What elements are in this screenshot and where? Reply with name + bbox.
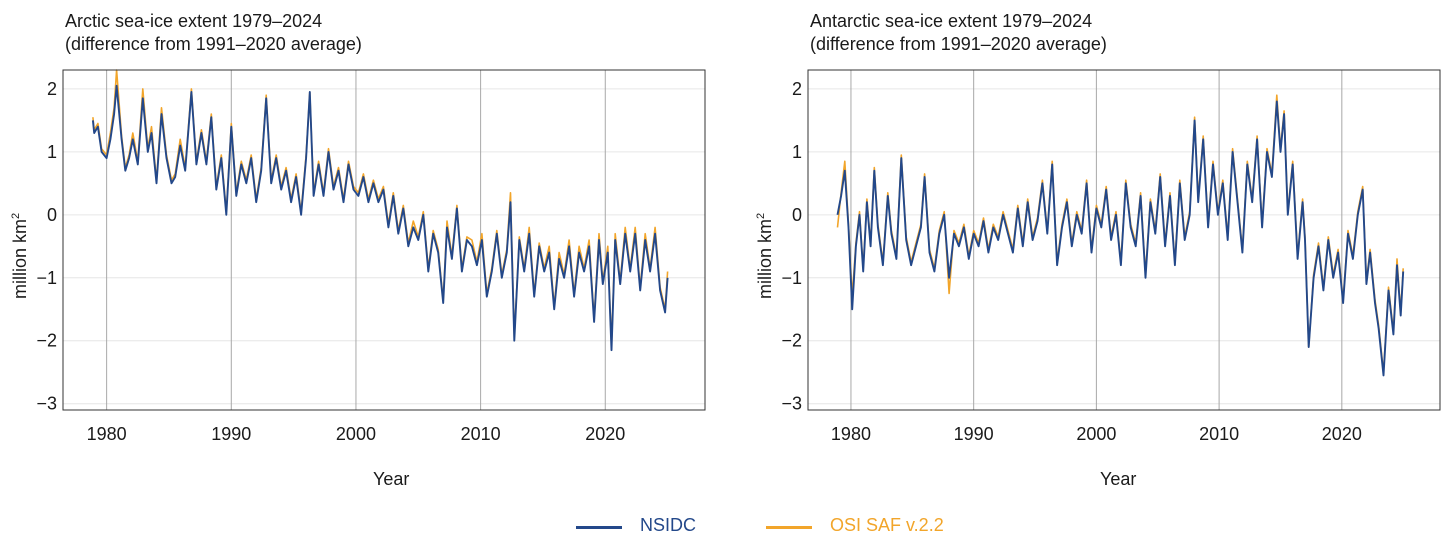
- y-axis-label-sup: 2: [10, 212, 22, 219]
- x-tick-label: 2000: [1076, 424, 1116, 444]
- legend-swatch-nsidc: [576, 526, 622, 529]
- chart-title-line1: Arctic sea-ice extent 1979–2024: [65, 11, 323, 31]
- x-tick-label: 2020: [1322, 424, 1362, 444]
- series-line-nsidc: [836, 100, 1405, 377]
- y-tick-label: −2: [781, 331, 802, 351]
- plot-frame: [807, 69, 1441, 411]
- x-tick-label: 1990: [954, 424, 994, 444]
- legend-label-osisaf: OSI SAF v.2.2: [830, 515, 944, 535]
- y-axis-label-text: million km: [10, 218, 30, 299]
- chart-title-line2: (difference from 1991–2020 average): [65, 34, 362, 54]
- chart-title-line1: Antarctic sea-ice extent 1979–2024: [810, 11, 1093, 31]
- legend-label-nsidc: NSIDC: [640, 515, 697, 535]
- y-tick-label: 1: [47, 142, 57, 162]
- chart-title-line2: (difference from 1991–2020 average): [810, 34, 1107, 54]
- x-tick-label: 2020: [585, 424, 625, 444]
- chart-title: Arctic sea-ice extent 1979–2024 (differe…: [65, 10, 362, 56]
- legend: NSIDC OSI SAF v.2.2: [0, 515, 1443, 535]
- y-axis-label: million km2: [755, 213, 776, 299]
- y-axis-label-text: million km: [755, 218, 775, 299]
- x-tick-label: 1980: [87, 424, 127, 444]
- y-axis-label: million km2: [10, 213, 31, 299]
- arctic-chart-panel: Arctic sea-ice extent 1979–2024 (differe…: [0, 0, 720, 500]
- y-axis-label-sup: 2: [755, 212, 767, 219]
- y-tick-label: −2: [36, 331, 57, 351]
- y-tick-label: 0: [47, 205, 57, 225]
- y-tick-label: 2: [47, 79, 57, 99]
- chart-title: Antarctic sea-ice extent 1979–2024 (diff…: [810, 10, 1107, 56]
- series-line-osisaf: [836, 94, 1404, 374]
- y-tick-label: 1: [792, 142, 802, 162]
- antarctic-chart-panel: Antarctic sea-ice extent 1979–2024 (diff…: [722, 0, 1442, 500]
- x-tick-label: 1980: [831, 424, 871, 444]
- plot-frame: [62, 69, 706, 411]
- y-tick-label: 2: [792, 79, 802, 99]
- y-tick-label: −3: [36, 394, 57, 414]
- x-axis-label: Year: [373, 469, 410, 489]
- legend-swatch-osisaf: [766, 526, 812, 529]
- antarctic-plot: 2 1 0 −1 −2 −3 1980 1990 2000 2010 2020: [781, 69, 1441, 444]
- legend-item-nsidc: NSIDC: [576, 515, 696, 535]
- y-tick-label: −1: [36, 268, 57, 288]
- x-tick-label: 1990: [211, 424, 251, 444]
- x-tick-label: 2000: [336, 424, 376, 444]
- legend-item-osisaf: OSI SAF v.2.2: [766, 515, 944, 535]
- x-axis-label: Year: [1100, 469, 1137, 489]
- series-line-osisaf: [92, 69, 669, 348]
- y-tick-label: −1: [781, 268, 802, 288]
- y-tick-label: 0: [792, 205, 802, 225]
- x-tick-label: 2010: [461, 424, 501, 444]
- series-line-nsidc: [91, 84, 669, 352]
- y-tick-label: −3: [781, 394, 802, 414]
- x-tick-label: 2010: [1199, 424, 1239, 444]
- arctic-plot: 2 1 0 −1 −2 −3 1980 1990 2000 2010 2020: [36, 69, 706, 444]
